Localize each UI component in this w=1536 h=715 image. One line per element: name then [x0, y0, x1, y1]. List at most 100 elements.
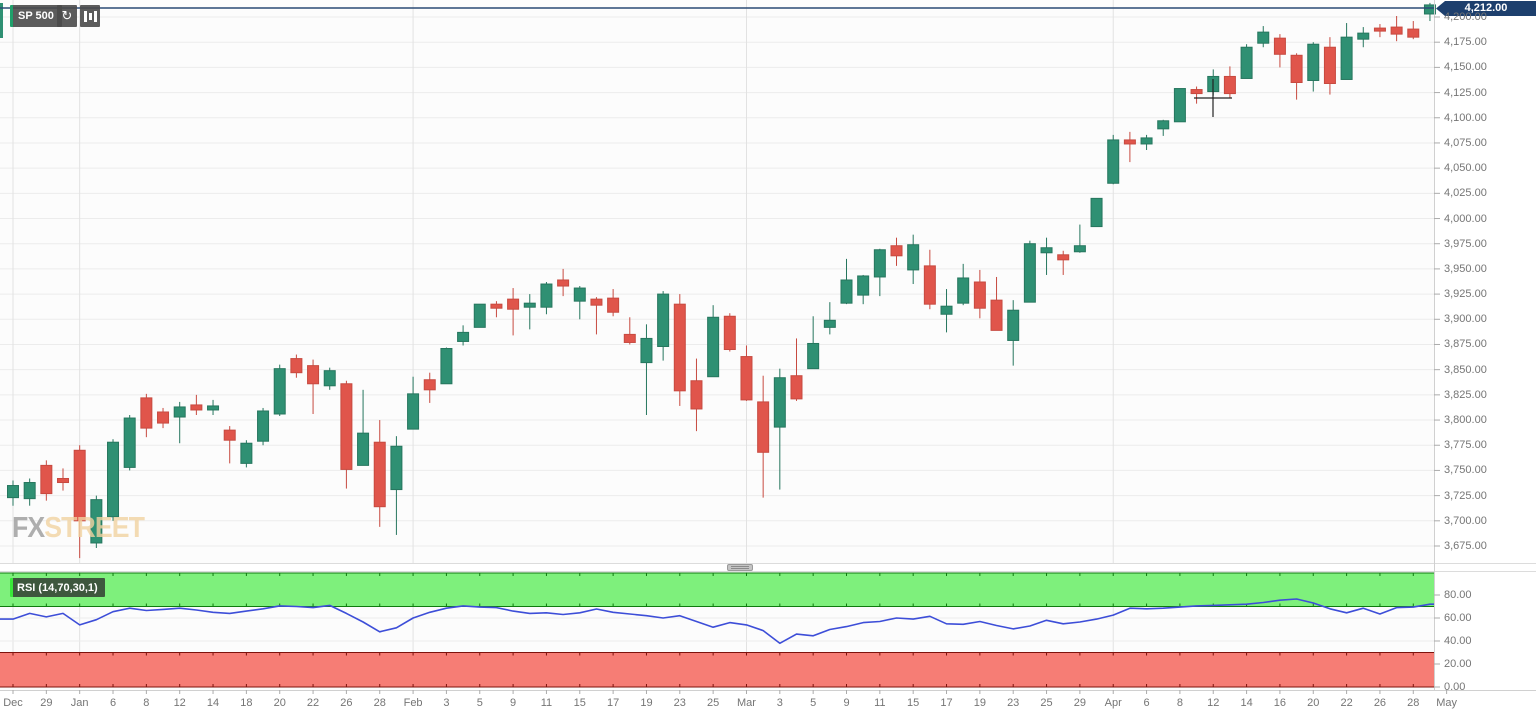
- candle-body: [140, 397, 153, 429]
- time-axis-label: 25: [1040, 697, 1053, 709]
- candle-body: [423, 379, 436, 391]
- time-axis-label: 8: [1176, 697, 1183, 709]
- candle-body: [907, 244, 920, 271]
- time-axis-label: Mar: [736, 697, 756, 709]
- time-axis-label: 9: [843, 697, 850, 709]
- candle-body: [1357, 32, 1370, 40]
- rsi-line: [0, 598, 1434, 645]
- time-axis-label: Dec: [3, 697, 23, 709]
- watermark-fx: FX: [12, 512, 45, 544]
- candle-body: [1140, 137, 1153, 145]
- rsi-axis-label: 40.00: [1444, 635, 1472, 647]
- rsi-axis-label: 60.00: [1444, 612, 1472, 624]
- candle-body: [440, 348, 453, 385]
- time-axis-label: 6: [109, 697, 117, 709]
- price-axis-label: 4,000.00: [1444, 212, 1487, 225]
- refresh-icon: ↻: [61, 8, 73, 23]
- candle-body: [873, 249, 886, 278]
- price-axis-label: 4,150.00: [1444, 61, 1487, 74]
- candle-body: [173, 406, 186, 418]
- candle-body: [240, 442, 253, 464]
- price-axis-label: 3,800.00: [1444, 414, 1487, 427]
- candle-body: [1023, 243, 1036, 303]
- candle-body: [273, 368, 286, 415]
- price-axis-label: 3,825.00: [1444, 388, 1487, 401]
- price-axis-label: 3,675.00: [1444, 540, 1487, 552]
- price-axis-label: 3,725.00: [1444, 489, 1487, 502]
- price-axis-label: 3,900.00: [1444, 313, 1487, 326]
- price-axis-label: 4,175.00: [1444, 36, 1487, 49]
- time-axis-label: 20: [273, 697, 286, 709]
- time-axis-label: 14: [206, 697, 220, 709]
- candle-body: [590, 298, 603, 306]
- time-axis-label: 12: [173, 697, 186, 709]
- candle-body: [1240, 46, 1253, 79]
- candle-body: [757, 401, 770, 453]
- candle-body: [373, 441, 386, 508]
- current-price-tag: 4,212.00: [1436, 1, 1536, 16]
- time-axis-label: Apr: [1104, 697, 1122, 709]
- candle-body: [40, 464, 53, 495]
- candle-body: [607, 297, 620, 313]
- candle-body: [1257, 31, 1270, 44]
- price-axis-label: 3,875.00: [1444, 338, 1487, 351]
- candle-body: [290, 358, 303, 374]
- candlestick-style-icon: [83, 10, 97, 22]
- time-axis-label: 22: [1340, 697, 1353, 709]
- time-axis-label: 18: [240, 697, 253, 709]
- rsi-oversold-zone: [0, 652, 1434, 687]
- candle-body: [973, 281, 986, 309]
- candle-body: [123, 417, 136, 468]
- refresh-button[interactable]: ↻: [57, 5, 77, 27]
- candle-body: [207, 405, 220, 411]
- left-edge-candle-fragment: [0, 3, 3, 38]
- price-axis-label: 4,075.00: [1444, 136, 1487, 149]
- panel-splitter-handle[interactable]: [727, 564, 753, 571]
- time-axis-label: 23: [1007, 697, 1020, 709]
- time-axis-label: 20: [1307, 697, 1320, 709]
- candle-body: [623, 333, 636, 343]
- time-axis-label: 9: [510, 697, 517, 709]
- candle-body: [723, 315, 736, 351]
- panel-splitter[interactable]: [0, 563, 1536, 572]
- time-axis-label: May: [1436, 697, 1457, 709]
- candle-body: [73, 449, 86, 522]
- candle-body: [890, 245, 903, 257]
- candle-body: [1107, 139, 1120, 184]
- time-axis-label: Feb: [403, 697, 423, 709]
- price-axis-label: 4,125.00: [1444, 86, 1487, 99]
- candle-body: [107, 441, 120, 518]
- time-axis-label: 29: [40, 697, 53, 709]
- time-axis-label: 26: [340, 697, 353, 709]
- symbol-badge[interactable]: SP 500: [10, 5, 62, 27]
- candle-body: [457, 331, 470, 342]
- candle-body: [690, 380, 703, 410]
- candle-body: [1073, 245, 1086, 253]
- candle-body: [1340, 36, 1353, 80]
- candle-body: [1007, 309, 1020, 341]
- candle-body: [1040, 247, 1053, 254]
- time-axis-label: 3: [776, 697, 783, 709]
- candle-body: [940, 305, 953, 315]
- chart-style-button[interactable]: [80, 5, 100, 27]
- candle-body: [740, 356, 753, 401]
- candle-body: [323, 370, 336, 387]
- candle-body: [1090, 197, 1103, 228]
- candle-body: [1157, 120, 1170, 130]
- candle-body: [657, 293, 670, 347]
- candle-body: [1407, 28, 1420, 38]
- rsi-indicator-badge[interactable]: RSI (14,70,30,1): [10, 578, 105, 597]
- candle-body: [357, 432, 370, 466]
- time-axis-label: 3: [443, 697, 450, 709]
- candle-body: [57, 477, 70, 484]
- candle-body: [90, 499, 103, 544]
- price-axis-label: 4,100.00: [1444, 111, 1487, 124]
- time-axis-label: 15: [907, 697, 920, 709]
- candle-body: [307, 365, 320, 385]
- candle-body: [1057, 254, 1070, 261]
- time-axis-label: 28: [373, 697, 386, 709]
- candle-body: [1273, 37, 1286, 55]
- candle-body: [773, 377, 786, 428]
